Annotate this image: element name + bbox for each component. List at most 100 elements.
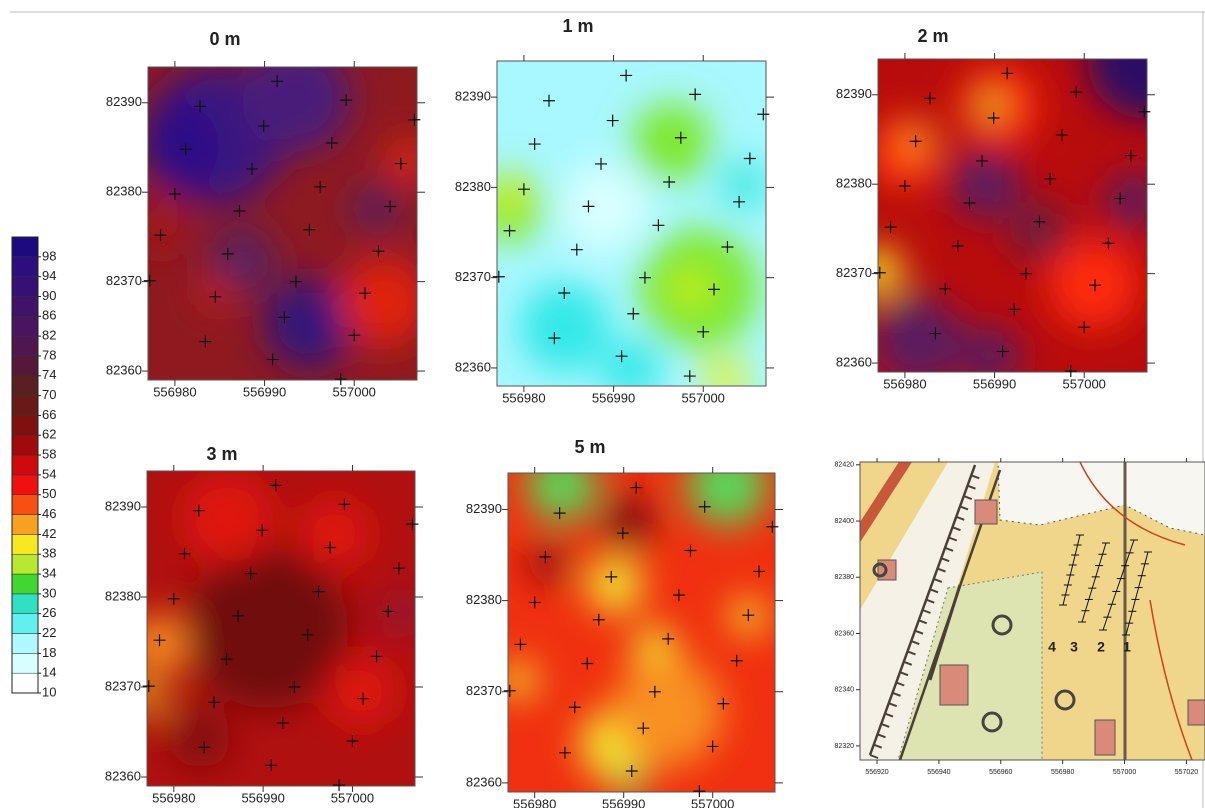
field-blob [1048,239,1138,329]
field-blob [900,122,936,158]
colorbar-swatch [12,257,38,277]
colorbar-swatch [12,475,38,495]
colorbar-label: 42 [42,526,56,541]
map-building [1188,700,1205,725]
y-tick-label: 82370 [105,678,141,693]
field-blob [675,273,707,305]
colorbar-label: 62 [42,427,56,442]
y-tick-label: 82320 [835,743,855,750]
contour-field [128,471,416,786]
colorbar-swatch [12,673,38,693]
colorbar-swatch [12,653,38,673]
colorbar-label: 18 [42,645,56,660]
x-tick-label: 557000 [1113,769,1136,776]
x-tick-label: 556940 [927,769,950,776]
colorbar-label: 74 [42,367,56,382]
y-tick-label: 82390 [455,89,491,104]
y-tick-label: 82380 [836,176,872,191]
x-tick-label: 557000 [331,790,374,805]
y-tick-label: 82360 [455,359,491,374]
colorbar-swatch [12,277,38,297]
panel-title: 5 m [574,437,605,457]
colorbar-label: 22 [42,625,56,640]
x-tick-label: 556920 [865,769,888,776]
y-tick-label: 82370 [836,265,872,280]
x-tick-label: 556990 [602,796,645,808]
colorbar-swatch [12,574,38,594]
colorbar-swatch [12,435,38,455]
transect-label: 3 [1070,639,1078,655]
y-tick-label: 82390 [106,94,142,109]
colorbar-swatch [12,237,38,257]
colorbar-label: 86 [42,308,56,323]
colorbar-swatch [12,356,38,376]
colorbar-swatch [12,495,38,515]
colorbar-label: 58 [42,447,56,462]
field-blob [501,662,537,698]
x-tick-label: 556980 [152,790,195,805]
field-blob [340,257,430,347]
y-tick-label: 82360 [836,354,872,369]
field-blob [140,105,220,185]
colorbar-label: 38 [42,546,56,561]
y-tick-label: 82400 [835,518,855,525]
panel-title: 0 m [209,29,240,49]
x-tick-label: 557020 [1175,769,1198,776]
colorbar-label: 98 [42,248,56,263]
x-tick-label: 556980 [153,384,196,399]
colorbar-swatch [12,515,38,535]
y-tick-label: 82380 [455,179,491,194]
field-blob [389,141,429,181]
x-tick-label: 556980 [1051,769,1074,776]
contour-field [475,61,769,402]
y-tick-label: 82370 [455,269,491,284]
transect-label: 2 [1097,639,1105,655]
x-tick-label: 556990 [973,376,1016,391]
contour-field [131,43,429,380]
x-tick-label: 556960 [989,769,1012,776]
colorbar-label: 30 [42,585,56,600]
colorbar-label: 14 [42,665,56,680]
y-tick-label: 82380 [106,184,142,199]
x-tick-label: 557000 [682,390,725,405]
colorbar-swatch [12,594,38,614]
y-tick-label: 82380 [466,592,502,607]
colorbar-label: 82 [42,328,56,343]
colorbar-label: 46 [42,506,56,521]
colorbar-swatch [12,534,38,554]
colorbar-swatch [12,634,38,654]
field-blob [687,446,767,526]
field-blob [300,499,370,569]
field-blob [613,657,723,767]
transect-label: 4 [1048,639,1056,655]
colorbar-label: 50 [42,486,56,501]
y-tick-label: 82380 [105,588,141,603]
y-tick-label: 82370 [106,273,142,288]
x-tick-label: 556990 [592,390,635,405]
colorbar-label: 54 [42,466,56,481]
colorbar-swatch [12,316,38,336]
x-tick-label: 556980 [883,376,926,391]
x-tick-label: 556990 [243,384,286,399]
y-tick-label: 82360 [466,774,502,789]
y-tick-label: 82420 [835,462,855,469]
contour-field [501,446,775,797]
colorbar-label: 66 [42,407,56,422]
x-tick-label: 557000 [333,384,376,399]
y-tick-label: 82380 [835,574,855,581]
x-tick-label: 556980 [513,796,556,808]
x-tick-label: 556980 [502,390,545,405]
field-blob [979,94,1003,118]
colorbar-swatch [12,415,38,435]
field-blob [171,709,231,769]
map-building [1095,720,1115,755]
field-blob [326,657,396,727]
figure: 0 m5569805569905570008236082370823808239… [0,0,1205,808]
y-tick-label: 82390 [466,501,502,516]
contour-field [853,0,1205,386]
field-blob [526,451,596,521]
y-tick-label: 82370 [466,683,502,698]
colorbar-label: 94 [42,268,56,283]
field-blob [560,162,650,252]
colorbar-label: 10 [42,684,56,699]
